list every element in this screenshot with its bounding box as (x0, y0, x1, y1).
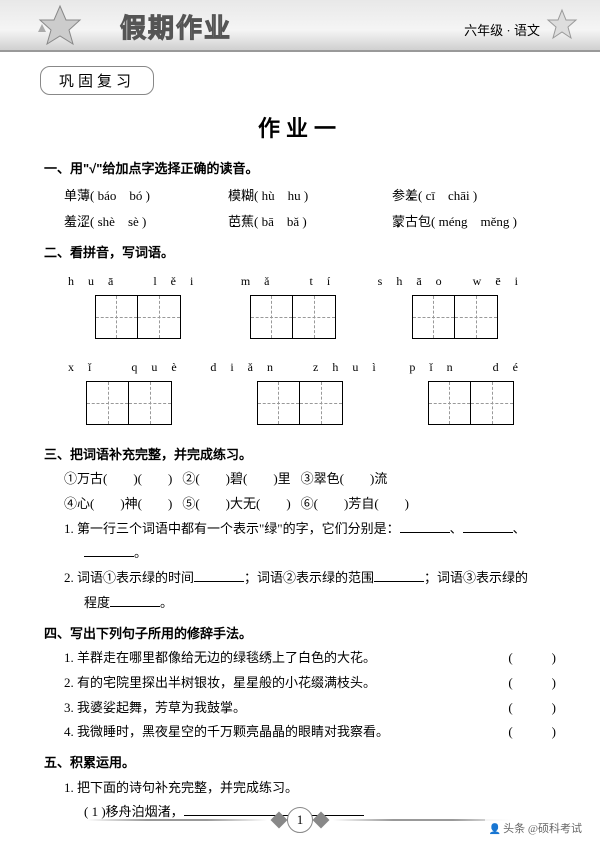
q1-row1: 单薄( báo bó ) 模糊( hù hu ) 参差( cī chāi ) (44, 184, 556, 209)
answer-paren: ( ) (496, 696, 556, 721)
idiom-blank: ②( )碧( )里 (182, 467, 290, 492)
assignment-title: 作业一 (0, 111, 600, 143)
q4-item: 4. 我微睡时，黑夜星空的千万颗亮晶晶的眼睛对我察看。( ) (44, 720, 556, 745)
q5-sub1: 1. 把下面的诗句补充完整，并完成练习。 (44, 776, 556, 801)
tian-group: xǐ què (68, 356, 191, 432)
tian-box (86, 381, 172, 425)
tian-group: mǎ tí (241, 270, 344, 346)
q3-idioms-row1: ①万古( )( ) ②( )碧( )里 ③翠色( )流 (44, 467, 556, 492)
pinyin-options: ( shè sè ) (90, 214, 146, 229)
sentence-text: 1. 羊群走在哪里都像给无边的绿毯绣上了白色的大花。 (64, 646, 496, 671)
pinyin-options: ( cī chāi ) (418, 188, 477, 203)
q3-sub2: 2. 词语①表示绿的时间 ；词语②表示绿的范围 ；词语③表示绿的 (44, 566, 556, 591)
q1-row2: 羞涩( shè sè ) 芭蕉( bā bǎ ) 蒙古包( méng měng … (44, 210, 556, 235)
header-title: 假期作业 (120, 8, 232, 45)
pinyin-label: shāo wēi (378, 270, 532, 293)
text: ；词语②表示绿的范围 (244, 570, 374, 585)
q3-sub1-cont: 。 (44, 541, 556, 566)
tian-group: shāo wēi (378, 270, 532, 346)
text: 1. 第一行三个词语中都有一个表示"绿"的字，它们分别是： (64, 521, 400, 536)
pinyin-options: ( báo bó ) (90, 188, 150, 203)
answer-paren: ( ) (496, 720, 556, 745)
q5-heading: 五、积累运用。 (44, 751, 556, 776)
section-tag: 巩固复习 (40, 66, 154, 95)
q1-item: 单薄( báo bó ) (64, 184, 228, 209)
diamond-icon (313, 812, 330, 829)
text: 、 (513, 521, 526, 536)
pinyin-label: diǎn zhuì (210, 356, 389, 379)
tian-box (412, 295, 498, 339)
text: 、 (450, 521, 463, 536)
tian-group: diǎn zhuì (210, 356, 389, 432)
pinyin-options: ( méng měng ) (431, 214, 517, 229)
tian-group: huā lěi (68, 270, 207, 346)
q2-row2: xǐ què diǎn zhuì pǐn dé (44, 356, 556, 432)
answer-paren: ( ) (496, 646, 556, 671)
header-star-left-icon (30, 4, 90, 48)
q1-item: 羞涩( shè sè ) (64, 210, 228, 235)
q3-heading: 三、把词语补充完整，并完成练习。 (44, 443, 556, 468)
tian-box (257, 381, 343, 425)
idiom-blank: ①万古( )( ) (64, 467, 172, 492)
q1-item: 模糊( hù hu ) (228, 184, 392, 209)
tian-box (95, 295, 181, 339)
text: 程度 (84, 595, 110, 610)
q1-item: 参差( cī chāi ) (392, 184, 556, 209)
q3-sub1: 1. 第一行三个词语中都有一个表示"绿"的字，它们分别是： 、 、 (44, 517, 556, 542)
content-body: 一、用"√"给加点字选择正确的读音。 单薄( báo bó ) 模糊( hù h… (0, 157, 600, 825)
tian-group: pǐn dé (409, 356, 532, 432)
q1-item: 芭蕉( bā bǎ ) (228, 210, 392, 235)
q2-row1: huā lěi mǎ tí shāo wēi (44, 270, 556, 346)
idiom-blank: ④心( )神( ) (64, 492, 172, 517)
q4-heading: 四、写出下列句子所用的修辞手法。 (44, 622, 556, 647)
pinyin-label: xǐ què (68, 356, 191, 379)
sentence-text: 4. 我微睡时，黑夜星空的千万颗亮晶晶的眼睛对我察看。 (64, 720, 496, 745)
idiom-blank: ⑤( )大无( ) (182, 492, 290, 517)
q4-item: 3. 我婆娑起舞，芳草为我鼓掌。( ) (44, 696, 556, 721)
text: 。 (134, 545, 147, 560)
header-star-right-icon (542, 8, 582, 44)
q4-item: 1. 羊群走在哪里都像给无边的绿毯绣上了白色的大花。( ) (44, 646, 556, 671)
pinyin-options: ( bā bǎ ) (254, 214, 307, 229)
q3-idioms-row2: ④心( )神( ) ⑤( )大无( ) ⑥( )芳自( ) (44, 492, 556, 517)
diamond-icon (271, 812, 288, 829)
idiom-blank: ③翠色( )流 (301, 467, 388, 492)
sentence-text: 3. 我婆娑起舞，芳草为我鼓掌。 (64, 696, 496, 721)
text: 。 (160, 595, 173, 610)
pinyin-label: huā lěi (68, 270, 207, 293)
page-header: 假期作业 六年级 · 语文 (0, 0, 600, 52)
q1-item: 蒙古包( méng měng ) (392, 210, 556, 235)
watermark: 头条 @硕科考试 (485, 819, 586, 837)
pinyin-label: mǎ tí (241, 270, 344, 293)
pinyin-label: pǐn dé (409, 356, 532, 379)
tian-box (250, 295, 336, 339)
tian-box (428, 381, 514, 425)
sentence-text: 2. 有的宅院里探出半树银妆，星星般的小花缀满枝头。 (64, 671, 496, 696)
page-number: 1 (287, 807, 313, 833)
q1-heading: 一、用"√"给加点字选择正确的读音。 (44, 157, 556, 182)
header-subtitle: 六年级 · 语文 (464, 20, 540, 39)
answer-paren: ( ) (496, 671, 556, 696)
q4-item: 2. 有的宅院里探出半树银妆，星星般的小花缀满枝头。( ) (44, 671, 556, 696)
idiom-blank: ⑥( )芳自( ) (301, 492, 409, 517)
text: ；词语③表示绿的 (424, 570, 528, 585)
q3-sub2-cont: 程度 。 (44, 591, 556, 616)
pinyin-options: ( hù hu ) (254, 188, 308, 203)
q2-heading: 二、看拼音，写词语。 (44, 241, 556, 266)
text: 2. 词语①表示绿的时间 (64, 570, 194, 585)
